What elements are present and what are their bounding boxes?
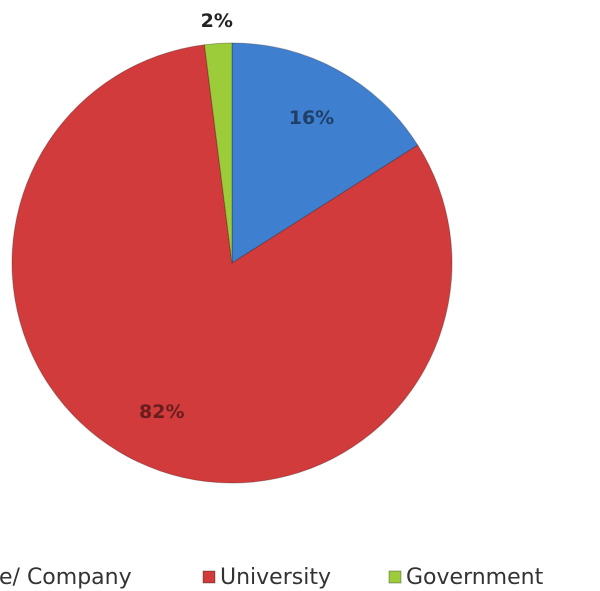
pie: 16% 82% 2% [11, 10, 453, 484]
legend: e/ Company University Government [0, 565, 544, 590]
data-label: 82% [139, 401, 184, 423]
legend-swatch [388, 570, 402, 584]
legend-label: University [220, 565, 331, 590]
pie-slice [11, 44, 453, 484]
pie-slice [231, 42, 419, 264]
legend-swatch [202, 570, 216, 584]
data-label: 2% [201, 10, 233, 32]
legend-label: Government [406, 565, 544, 590]
data-label: 16% [289, 107, 334, 129]
legend-label: e/ Company [0, 565, 132, 590]
pie-slice [203, 42, 233, 264]
